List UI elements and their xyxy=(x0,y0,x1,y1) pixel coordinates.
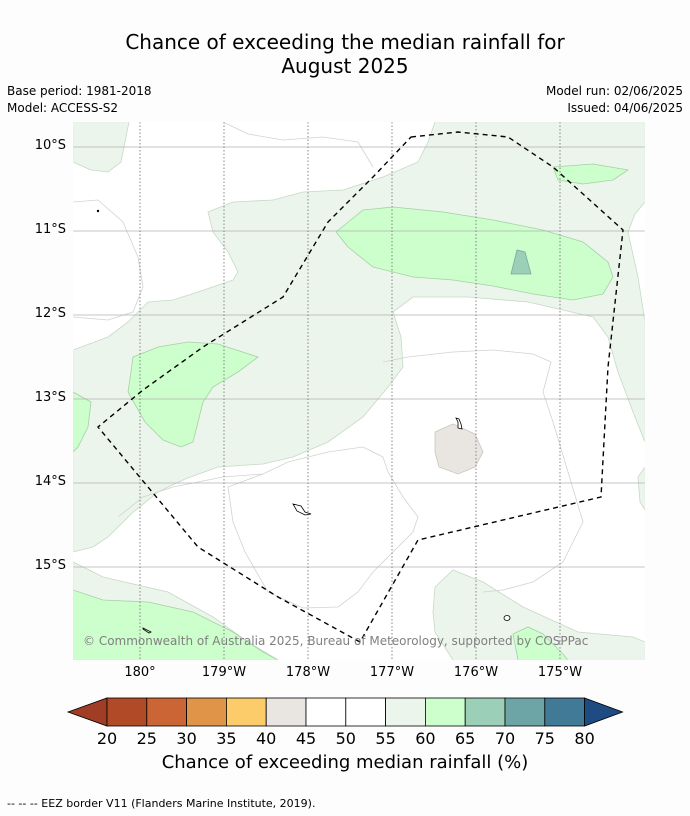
colorbar-bin xyxy=(225,697,267,727)
lon-label-177w: 177°W xyxy=(369,665,415,680)
lat-label-10s: 10°S xyxy=(34,138,66,153)
title-line-1: Chance of exceeding the median rainfall … xyxy=(125,30,565,54)
eez-border xyxy=(97,131,624,643)
contour-lines xyxy=(73,122,584,609)
colorbar-bin xyxy=(345,697,386,727)
map-panel: © Commonwealth of Australia 2025, Bureau… xyxy=(73,122,645,660)
colorbar-tick-label: 50 xyxy=(335,729,356,748)
colorbar-tick-label: 70 xyxy=(494,729,516,748)
colorbar-bin xyxy=(504,697,546,727)
colorbar-bin xyxy=(385,697,426,727)
colorbar-tick-label: 80 xyxy=(574,729,595,748)
colorbar-tick-label: 65 xyxy=(455,729,476,748)
lon-label-176w: 176°W xyxy=(453,665,499,680)
chart-title: Chance of exceeding the median rainfall … xyxy=(0,30,690,78)
lat-label-13s: 13°S xyxy=(34,390,66,405)
region-65-70 xyxy=(510,249,532,275)
colorbar-tick-label: 55 xyxy=(375,729,396,748)
lat-label-14s: 14°S xyxy=(34,474,66,489)
colorbar-bin xyxy=(464,697,506,727)
colorbar-tick-label: 20 xyxy=(96,729,118,748)
colorbar-tick-label: 45 xyxy=(295,729,317,748)
copyright-notice: © Commonwealth of Australia 2025, Bureau… xyxy=(83,634,588,648)
colorbar-over-arrow xyxy=(584,697,624,727)
colorbar-under-arrow xyxy=(66,697,108,727)
colorbar-bin xyxy=(424,697,466,727)
colorbar-bin xyxy=(305,697,347,727)
lat-label-12s: 12°S xyxy=(34,306,66,321)
lon-label-179w: 179°W xyxy=(201,665,247,680)
islands xyxy=(96,209,511,634)
colorbar xyxy=(66,697,624,727)
footer-legend: -- -- -- EEZ border V11 (Flanders Marine… xyxy=(7,797,316,810)
colorbar-tick-label: 35 xyxy=(216,729,237,748)
meta-right: Model run: 02/06/2025 Issued: 04/06/2025 xyxy=(546,83,683,117)
issued-date: Issued: 04/06/2025 xyxy=(567,101,683,115)
colorbar-bin xyxy=(544,697,585,727)
colorbar-title: Chance of exceeding median rainfall (%) xyxy=(161,752,529,773)
colorbar-bin xyxy=(265,697,307,727)
title-line-2: August 2025 xyxy=(281,54,409,78)
colorbar-tick-label: 75 xyxy=(534,729,555,748)
colorbar-bin xyxy=(106,697,148,727)
lon-label-178w: 178°W xyxy=(285,665,331,680)
model-name: Model: ACCESS-S2 xyxy=(7,101,119,115)
meta-left: Base period: 1981-2018 Model: ACCESS-S2 xyxy=(7,83,152,117)
colorbar-bin xyxy=(146,697,188,727)
colorbar-tick-label: 40 xyxy=(256,729,277,748)
lat-label-11s: 11°S xyxy=(34,222,66,237)
region-60-65 xyxy=(73,163,630,660)
colorbar-tick-label: 25 xyxy=(136,729,157,748)
lon-label-175w: 175°W xyxy=(537,665,583,680)
base-period: Base period: 1981-2018 xyxy=(7,84,152,98)
colorbar-bin xyxy=(186,697,227,727)
model-run: Model run: 02/06/2025 xyxy=(545,84,683,98)
lat-label-15s: 15°S xyxy=(34,558,66,573)
colorbar-tick-label: 60 xyxy=(415,729,436,748)
colorbar-tick-label: 30 xyxy=(176,729,197,748)
gridlines xyxy=(73,122,645,660)
lon-label-180: 180° xyxy=(124,665,156,680)
